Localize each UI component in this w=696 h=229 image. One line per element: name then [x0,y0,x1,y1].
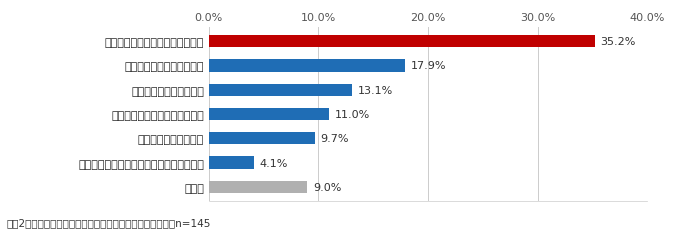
Bar [209,60,405,72]
Text: ＜囲2：自宅周辺のハザードマップを見たことがない理由＞n=145: ＜囲2：自宅周辺のハザードマップを見たことがない理由＞n=145 [7,217,212,227]
Text: 9.0%: 9.0% [313,182,341,192]
Bar [209,109,329,120]
Bar [209,181,308,193]
Text: 35.2%: 35.2% [600,37,635,47]
Bar [209,84,352,96]
Text: 11.0%: 11.0% [335,109,370,120]
Text: 9.7%: 9.7% [321,134,349,144]
Bar [209,157,254,169]
Text: 13.1%: 13.1% [358,85,393,95]
Text: 4.1%: 4.1% [259,158,287,168]
Bar [209,36,594,48]
Text: 17.9%: 17.9% [411,61,446,71]
Bar [209,133,315,145]
